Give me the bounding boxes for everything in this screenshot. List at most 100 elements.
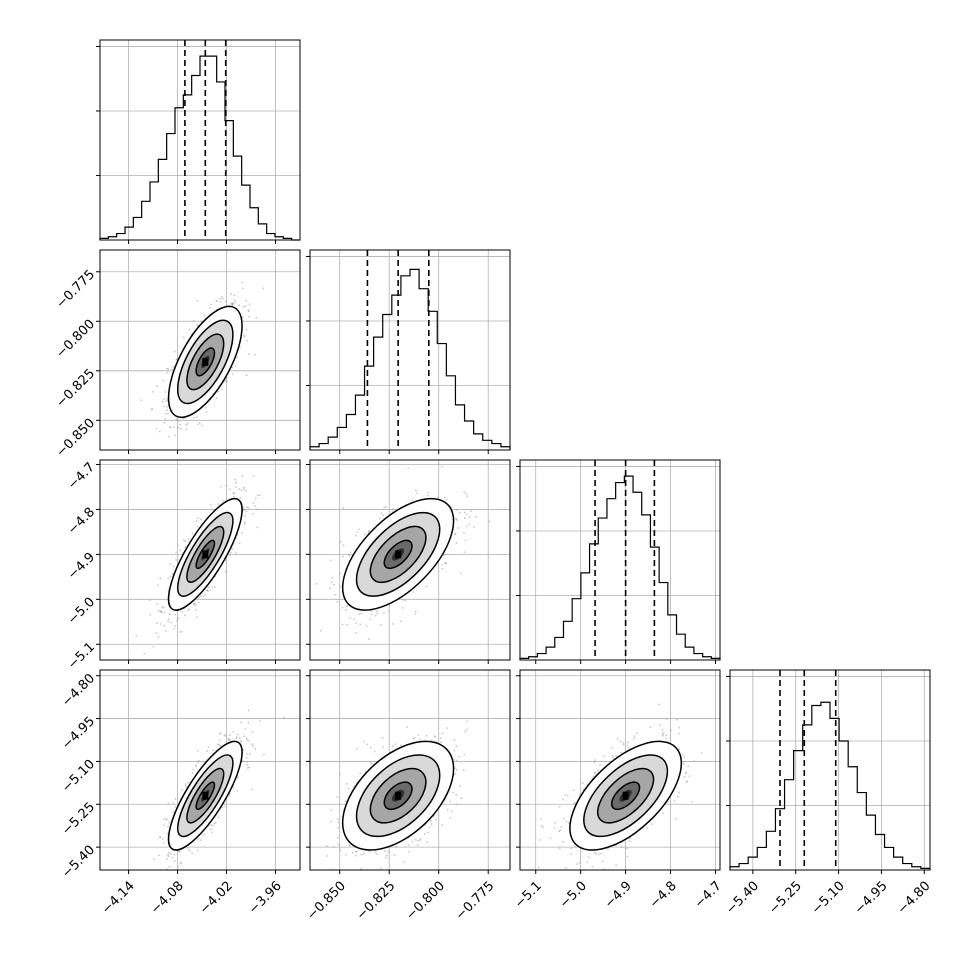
scatter-point <box>232 730 235 733</box>
scatter-point <box>172 365 175 368</box>
panel-frame <box>309 459 511 661</box>
scatter-point <box>169 852 172 855</box>
scatter-point <box>225 484 228 487</box>
scatter-point <box>371 763 373 765</box>
scatter-point <box>200 595 202 598</box>
scatter-point <box>465 493 468 495</box>
x-tick-label: −0.825 <box>354 879 399 924</box>
scatter-point <box>659 724 662 727</box>
scatter-point <box>425 585 428 588</box>
scatter-point <box>163 887 165 889</box>
scatter-point <box>339 586 342 589</box>
scatter-point <box>597 853 600 856</box>
histogram-panel-3 <box>516 459 721 664</box>
scatter-point <box>167 577 170 580</box>
scatter-point <box>337 818 339 821</box>
scatter-point <box>566 872 568 874</box>
scatter-point <box>206 750 209 752</box>
scatter-point <box>416 844 419 846</box>
scatter-point <box>417 734 420 737</box>
scatter-point <box>219 297 222 300</box>
y-tick-label: −0.775 <box>53 267 98 312</box>
scatter-point <box>188 329 191 331</box>
scatter-point <box>359 623 362 626</box>
scatter-point <box>455 803 458 806</box>
x-tick-label: −5.40 <box>723 879 762 918</box>
scatter-point <box>202 595 205 598</box>
scatter-point <box>194 608 197 611</box>
scatter-point <box>234 486 237 488</box>
scatter-point <box>262 753 265 756</box>
scatter-point <box>412 737 415 740</box>
scatter-point <box>463 551 466 554</box>
scatter-point <box>488 520 491 523</box>
scatter-point <box>216 300 218 302</box>
scatter-point <box>246 739 248 741</box>
scatter-panel-2-1 <box>96 249 301 454</box>
scatter-point <box>370 613 373 616</box>
scatter-point <box>245 299 248 302</box>
scatter-point <box>616 738 619 741</box>
scatter-point <box>248 353 250 356</box>
scatter-point <box>581 782 584 785</box>
scatter-point <box>347 787 350 790</box>
contour-line <box>177 319 234 405</box>
scatter-point <box>376 610 379 612</box>
scatter-point <box>435 818 437 821</box>
scatter-point <box>200 424 203 427</box>
scatter-point <box>177 544 179 547</box>
scatter-point <box>157 635 160 638</box>
scatter-point <box>559 829 562 832</box>
scatter-point <box>339 849 342 852</box>
scatter-point <box>196 749 199 752</box>
scatter-point <box>162 817 165 820</box>
scatter-point <box>229 554 232 557</box>
scatter-point <box>212 508 215 511</box>
scatter-point <box>578 861 581 864</box>
scatter-point <box>245 756 248 759</box>
scatter-point <box>218 739 221 742</box>
scatter-point <box>326 855 329 857</box>
scatter-point <box>628 840 631 842</box>
scatter-point <box>181 610 184 613</box>
scatter-point <box>465 728 468 731</box>
scatter-point <box>334 593 337 596</box>
scatter-point <box>341 555 344 558</box>
scatter-point <box>460 572 462 575</box>
contour-line <box>369 767 427 824</box>
scatter-point <box>363 533 366 536</box>
scatter-point <box>682 763 685 766</box>
scatter-point <box>221 297 224 300</box>
scatter-point <box>224 805 226 808</box>
scatter-point <box>220 485 223 488</box>
scatter-point <box>252 501 255 504</box>
scatter-point <box>650 823 653 825</box>
scatter-point <box>258 494 261 496</box>
scatter-point <box>593 761 596 764</box>
scatter-point <box>338 773 341 775</box>
scatter-point <box>168 865 171 868</box>
scatter-point <box>227 737 230 740</box>
scatter-point <box>592 775 595 778</box>
density-peak <box>202 791 209 800</box>
scatter-point <box>554 821 557 824</box>
scatter-point <box>224 734 227 737</box>
scatter-point <box>399 620 402 623</box>
scatter-point <box>358 613 361 615</box>
scatter-point <box>365 625 368 627</box>
scatter-point <box>407 467 410 470</box>
scatter-point <box>168 821 171 824</box>
scatter-point <box>430 823 433 826</box>
scatter-point <box>565 820 568 823</box>
scatter-point <box>615 755 618 758</box>
scatter-point <box>346 623 348 626</box>
x-tick-label: −5.10 <box>809 879 848 918</box>
scatter-panel-4-1 <box>96 669 301 889</box>
scatter-point <box>188 849 191 851</box>
scatter-point <box>225 377 228 380</box>
scatter-point <box>177 617 180 620</box>
scatter-point <box>399 873 401 875</box>
scatter-point <box>345 782 348 785</box>
scatter-point <box>228 734 231 736</box>
scatter-point <box>337 826 340 829</box>
